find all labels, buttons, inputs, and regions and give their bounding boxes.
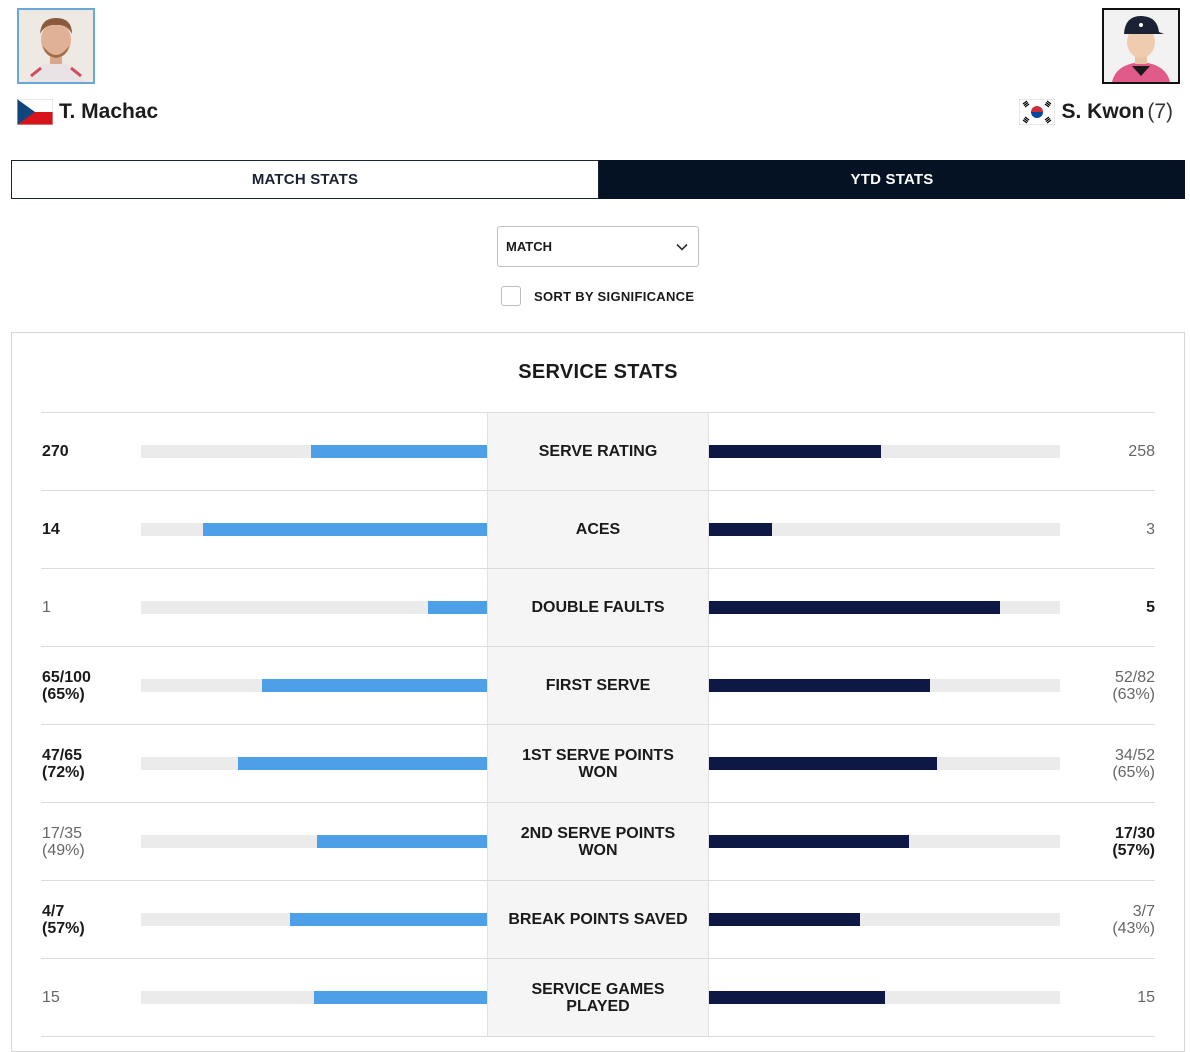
sort-by-significance: SORT BY SIGNIFICANCE xyxy=(501,286,694,306)
stat-row: 4/7 (57%) BREAK POINTS SAVED 3/7 (43%) xyxy=(41,881,1155,959)
player-name-right[interactable]: S. Kwon xyxy=(1061,100,1145,123)
stat-right-bar xyxy=(709,445,881,458)
stat-left-bar-track xyxy=(141,991,487,1004)
sort-checkbox[interactable] xyxy=(501,286,521,306)
stat-left-bar-track xyxy=(141,835,487,848)
stat-label: FIRST SERVE xyxy=(487,647,709,724)
stat-row: 65/100 (65%) FIRST SERVE 52/82 (63%) xyxy=(41,647,1155,725)
stat-label: 2ND SERVE POINTS WON xyxy=(487,803,709,880)
stat-label: SERVICE GAMES PLAYED xyxy=(487,959,709,1036)
stat-left-bar-track xyxy=(141,913,487,926)
filter-selected-value: MATCH xyxy=(506,239,552,254)
south-korea-flag-icon xyxy=(1019,99,1056,125)
stat-right-value: 15 xyxy=(1137,989,1155,1006)
stat-right-bar xyxy=(709,523,773,536)
stat-right-bar-track xyxy=(709,991,1060,1004)
player-left[interactable]: T. Machac xyxy=(17,97,158,127)
player-avatar-left xyxy=(19,10,93,82)
stat-right-bar xyxy=(709,991,885,1004)
stat-left-value: 15 xyxy=(42,989,60,1006)
tab-ytd-stats[interactable]: YTD STATS xyxy=(599,160,1185,199)
match-filter-select[interactable]: MATCH xyxy=(497,226,699,267)
stat-right-value: 258 xyxy=(1128,443,1155,460)
czech-flag-icon xyxy=(17,99,53,125)
stat-left-value: 270 xyxy=(42,443,69,460)
stat-left-bar xyxy=(310,445,487,458)
stat-left-bar xyxy=(203,523,487,536)
player-photo-right[interactable] xyxy=(1102,8,1180,84)
stat-right-bar-track xyxy=(709,913,1060,926)
player-right[interactable]: S. Kwon (7) xyxy=(1019,97,1173,127)
stat-row: 14 ACES 3 xyxy=(41,491,1155,569)
stat-right-bar-track xyxy=(709,601,1060,614)
stat-left-bar-track xyxy=(141,601,487,614)
stat-label: DOUBLE FAULTS xyxy=(487,569,709,646)
stat-right-value: 3/7 (43%) xyxy=(1112,902,1155,937)
player-seed-right: (7) xyxy=(1147,100,1173,123)
stat-left-value: 4/7 (57%) xyxy=(42,902,85,937)
stat-row: 17/35 (49%) 2ND SERVE POINTS WON 17/30 (57… xyxy=(41,803,1155,881)
stat-left-bar xyxy=(262,679,487,692)
stat-right-bar-track xyxy=(709,835,1060,848)
service-stats-panel: SERVICE STATS 270 SERVE RATING 258 14 AC… xyxy=(11,332,1185,1052)
tab-match-stats[interactable]: MATCH STATS xyxy=(11,160,599,199)
stat-right-bar xyxy=(709,913,860,926)
stat-right-bar-track xyxy=(709,757,1060,770)
stat-right-value: 34/52 (65%) xyxy=(1112,746,1155,781)
chevron-down-icon xyxy=(676,243,688,251)
stat-right-bar xyxy=(709,757,938,770)
stat-row: 47/65 (72%) 1ST SERVE POINTS WON 34/52 (65… xyxy=(41,725,1155,803)
stat-row: 15 SERVICE GAMES PLAYED 15 xyxy=(41,959,1155,1037)
stat-left-bar xyxy=(428,601,487,614)
stat-label: ACES xyxy=(487,491,709,568)
stat-left-bar-track xyxy=(141,757,487,770)
stat-left-value: 65/100 (65%) xyxy=(42,668,91,703)
player-name-left[interactable]: T. Machac xyxy=(59,100,159,123)
stat-right-bar-track xyxy=(709,523,1060,536)
stat-right-bar xyxy=(709,835,910,848)
stat-left-value: 47/65 (72%) xyxy=(42,746,85,781)
player-avatar-right xyxy=(1104,10,1178,82)
stats-tabs: MATCH STATS YTD STATS xyxy=(11,160,1185,199)
stat-left-value: 1 xyxy=(42,599,51,616)
stat-left-value: 17/35 (49%) xyxy=(42,824,85,859)
stat-right-value: 52/82 (63%) xyxy=(1112,668,1155,703)
stat-left-bar xyxy=(317,835,487,848)
stat-left-bar-track xyxy=(141,445,487,458)
stat-right-value: 5 xyxy=(1146,599,1155,616)
stat-left-bar xyxy=(314,991,487,1004)
section-title: SERVICE STATS xyxy=(518,361,678,383)
sort-label[interactable]: SORT BY SIGNIFICANCE xyxy=(534,288,695,304)
stat-right-bar-track xyxy=(709,679,1060,692)
player-photo-left[interactable] xyxy=(17,8,95,84)
stat-label: BREAK POINTS SAVED xyxy=(487,881,709,958)
stat-right-value: 3 xyxy=(1146,521,1155,538)
stat-left-bar-track xyxy=(141,523,487,536)
stat-right-value: 17/30 (57%) xyxy=(1112,824,1155,859)
stat-right-bar-track xyxy=(709,445,1060,458)
stat-label: SERVE RATING xyxy=(487,413,709,490)
stat-left-bar xyxy=(289,913,487,926)
stat-right-bar xyxy=(709,601,1001,614)
stat-left-bar-track xyxy=(141,679,487,692)
stat-left-bar xyxy=(237,757,487,770)
stat-row: 270 SERVE RATING 258 xyxy=(41,413,1155,491)
stat-row: 1 DOUBLE FAULTS 5 xyxy=(41,569,1155,647)
stats-rows: 270 SERVE RATING 258 14 ACES 3 1 DOUBLE … xyxy=(41,412,1155,1037)
stat-left-value: 14 xyxy=(42,521,60,538)
stat-right-bar xyxy=(709,679,931,692)
stat-label: 1ST SERVE POINTS WON xyxy=(487,725,709,802)
